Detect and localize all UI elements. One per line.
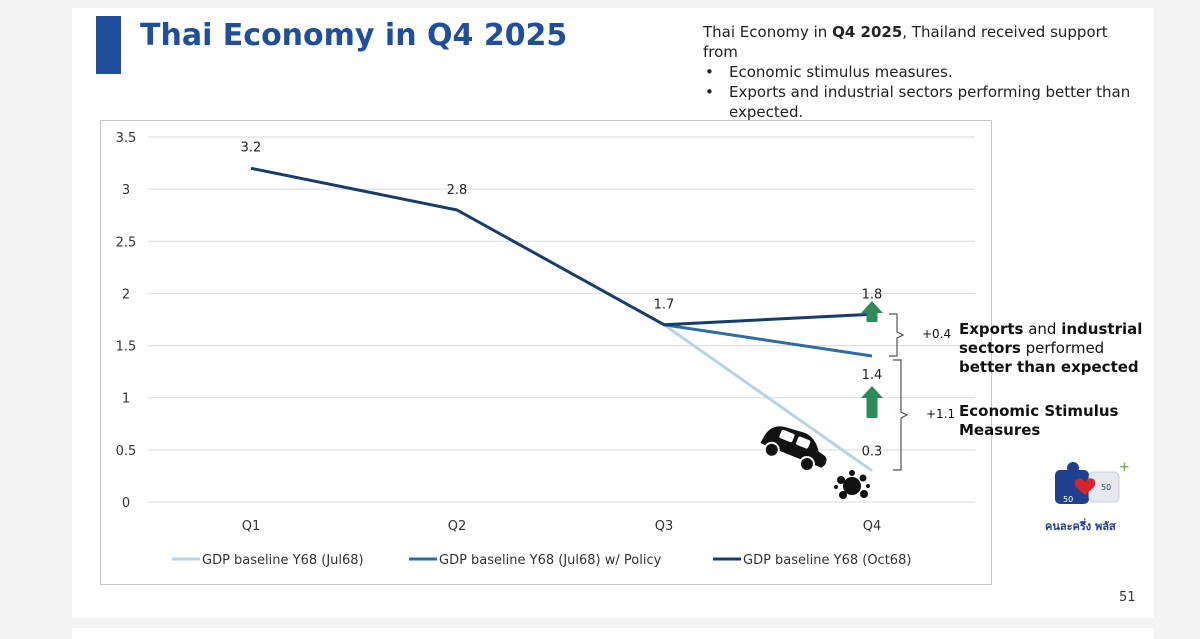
delta-label-upper: +0.4: [922, 327, 952, 341]
data-label: 3.2: [241, 140, 262, 155]
y-tick-label: 1.5: [116, 340, 137, 355]
data-label: 1.4: [862, 368, 883, 383]
y-tick-label: 1: [122, 392, 130, 407]
series-line: [250, 166, 873, 327]
heart-icon: [1074, 478, 1096, 495]
car-crash-icon: [760, 426, 870, 499]
y-tick-label: 3: [122, 183, 130, 198]
y-tick-label: 0: [122, 496, 130, 511]
car-wheel: [798, 456, 815, 473]
legend-label: GDP baseline Y68 (Jul68): [202, 553, 364, 568]
annotation-text: and: [1023, 320, 1062, 338]
data-label: 2.8: [447, 183, 468, 198]
x-tick-label: Q4: [863, 519, 882, 534]
annotation-text: performed: [1020, 339, 1105, 357]
campaign-logo: 50 50 + คนละครึ่ง พลัส: [1045, 460, 1130, 533]
intro-text-end: , Thailand received support from: [703, 23, 1108, 61]
logo-text: คนละครึ่ง พลัส: [1045, 518, 1116, 533]
splat-icon: [834, 470, 870, 499]
intro-highlight: Q4 2025: [832, 23, 903, 41]
plus-icon: +: [1119, 460, 1130, 475]
data-label: 1.8: [862, 287, 883, 302]
slide-title: Thai Economy in Q4 2025: [140, 18, 568, 53]
next-slide-edge: [72, 628, 1154, 639]
legend-label: GDP baseline Y68 (Oct68): [743, 553, 911, 568]
intro-text: Thai Economy in: [703, 23, 833, 41]
car-window: [796, 436, 811, 449]
y-tick-label: 2: [122, 287, 130, 302]
logo-badge-text: 50: [1101, 483, 1111, 492]
summary-notes: Thai Economy in Q4 2025, Thailand receiv…: [703, 22, 1143, 122]
bullet-item: Economic stimulus measures.: [703, 62, 1143, 82]
puzzle-knob: [1067, 462, 1079, 474]
car-wheel: [763, 441, 780, 458]
annotation-bold: industrial sectors: [959, 320, 1143, 357]
data-label: 1.7: [654, 298, 675, 313]
logo-badge-text: 50: [1063, 495, 1073, 504]
annotation-bold: Exports: [959, 320, 1024, 338]
series-line: [663, 323, 873, 358]
y-tick-label: 3.5: [116, 131, 137, 146]
x-tick-label: Q3: [655, 519, 674, 534]
up-arrow-icon: [861, 386, 883, 418]
delta-label-lower: +1.1: [926, 407, 956, 421]
series-line: [663, 323, 873, 472]
bracket: [889, 313, 905, 357]
x-tick-label: Q1: [242, 519, 261, 534]
annotation-stimulus: Economic Stimulus Measures: [959, 402, 1119, 439]
up-arrow-icon: [861, 301, 883, 322]
puzzle-piece-blue: [1055, 470, 1089, 504]
page-number: 51: [1119, 590, 1136, 605]
car-window: [779, 429, 795, 443]
x-tick-label: Q2: [448, 519, 467, 534]
bracket: [893, 359, 909, 471]
summary-intro: Thai Economy in Q4 2025, Thailand receiv…: [703, 22, 1143, 62]
annotation-exports: Exports and industrial sectors performed…: [959, 320, 1159, 377]
bullet-item: Exports and industrial sectors performin…: [703, 82, 1143, 122]
annotation-bold: better than expected: [959, 358, 1139, 376]
title-accent-bar: [96, 16, 121, 74]
y-tick-label: 2.5: [116, 235, 137, 250]
legend-label: GDP baseline Y68 (Jul68) w/ Policy: [439, 553, 662, 568]
y-tick-label: 0.5: [116, 444, 137, 459]
data-label: 0.3: [862, 445, 883, 460]
